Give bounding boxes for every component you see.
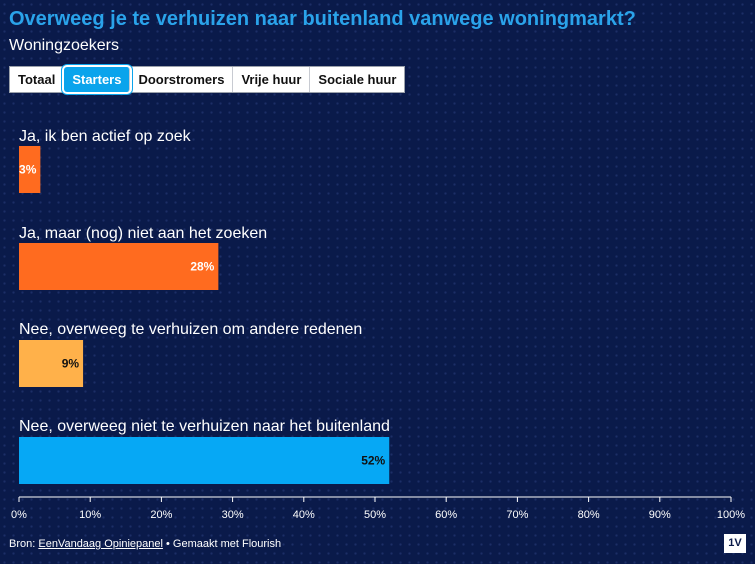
x-tick-label: 60% [435, 509, 457, 521]
tab-vrije-huur[interactable]: Vrije huur [233, 67, 311, 92]
bar-value-label: 9% [62, 357, 80, 371]
x-tick-label: 90% [649, 509, 671, 521]
chart-title: Overweeg je te verhuizen naar buitenland… [9, 8, 636, 30]
x-tick-label: 80% [578, 509, 600, 521]
footer: Bron: EenVandaag Opiniepanel • Gemaakt m… [9, 538, 281, 550]
category-label: Ja, maar (nog) niet aan het zoeken [19, 225, 267, 242]
bar-value-label: 3% [19, 163, 37, 177]
bar-value-label: 52% [361, 454, 385, 468]
x-tick-label: 10% [79, 509, 101, 521]
bar [19, 146, 41, 193]
category-label: Ja, ik ben actief op zoek [19, 128, 192, 145]
filter-tabs: Totaal Starters Doorstromers Vrije huur … [9, 66, 406, 93]
tab-sociale-huur[interactable]: Sociale huur [310, 67, 405, 92]
source-link[interactable]: EenVandaag Opiniepanel [38, 538, 163, 550]
category-label: Nee, overweeg niet te verhuizen naar het… [19, 418, 390, 435]
x-tick-label: 100% [717, 509, 745, 521]
x-tick-label: 70% [506, 509, 528, 521]
x-tick-label: 0% [11, 509, 27, 521]
x-tick-label: 50% [364, 509, 386, 521]
bar [19, 437, 390, 484]
footer-suffix: • Gemaakt met Flourish [162, 538, 282, 550]
bar [19, 243, 219, 290]
tab-doorstromers[interactable]: Doorstromers [130, 67, 234, 92]
tab-starters[interactable]: Starters [64, 67, 131, 92]
x-tick-label: 20% [150, 509, 172, 521]
tab-totaal[interactable]: Totaal [10, 67, 65, 92]
x-tick-label: 30% [222, 509, 244, 521]
bar-value-label: 28% [190, 260, 214, 274]
chart-subtitle: Woningzoekers [9, 37, 119, 54]
x-tick-label: 40% [293, 509, 315, 521]
category-label: Nee, overweeg te verhuizen om andere red… [19, 321, 362, 338]
footer-prefix: Bron: [9, 538, 39, 550]
bar [19, 340, 84, 387]
eenvandaag-logo: 1V [724, 534, 746, 553]
